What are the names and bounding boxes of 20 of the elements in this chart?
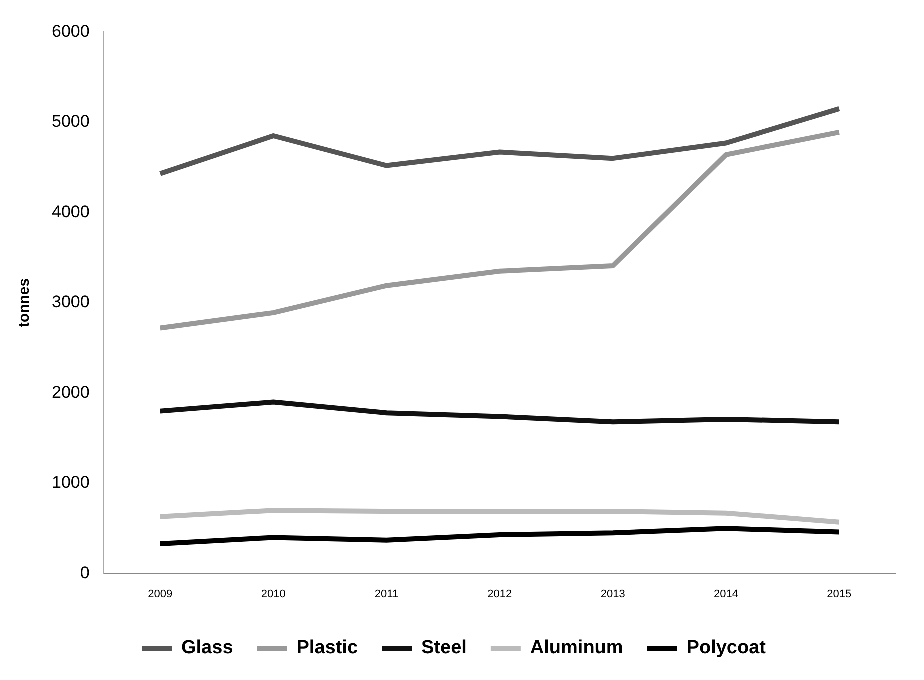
legend-label: Steel	[422, 638, 467, 659]
legend-label: Plastic	[296, 638, 358, 659]
y-tick-label: 5000	[52, 112, 90, 132]
x-tick-label: 2015	[827, 588, 852, 600]
y-tick-label: 2000	[52, 382, 90, 402]
y-tick-label: 1000	[52, 473, 90, 492]
legend-label: Glass	[181, 638, 234, 659]
y-tick-label: 3000	[52, 292, 90, 312]
x-tick-label: 2009	[148, 588, 173, 600]
y-tick-label: 6000	[52, 22, 90, 41]
y-tick-label: 4000	[52, 202, 90, 222]
x-tick-label: 2013	[600, 588, 626, 600]
legend-label: Aluminum	[530, 638, 624, 659]
x-tick-label: 2012	[488, 588, 512, 600]
x-tick-label: 2014	[714, 588, 738, 600]
x-tick-label: 2011	[374, 588, 399, 600]
x-tick-label: 2010	[261, 588, 286, 600]
legend-label: Polycoat	[686, 638, 767, 659]
y-tick-label: 0	[80, 563, 90, 582]
y-axis-title: tonnes	[16, 278, 34, 328]
